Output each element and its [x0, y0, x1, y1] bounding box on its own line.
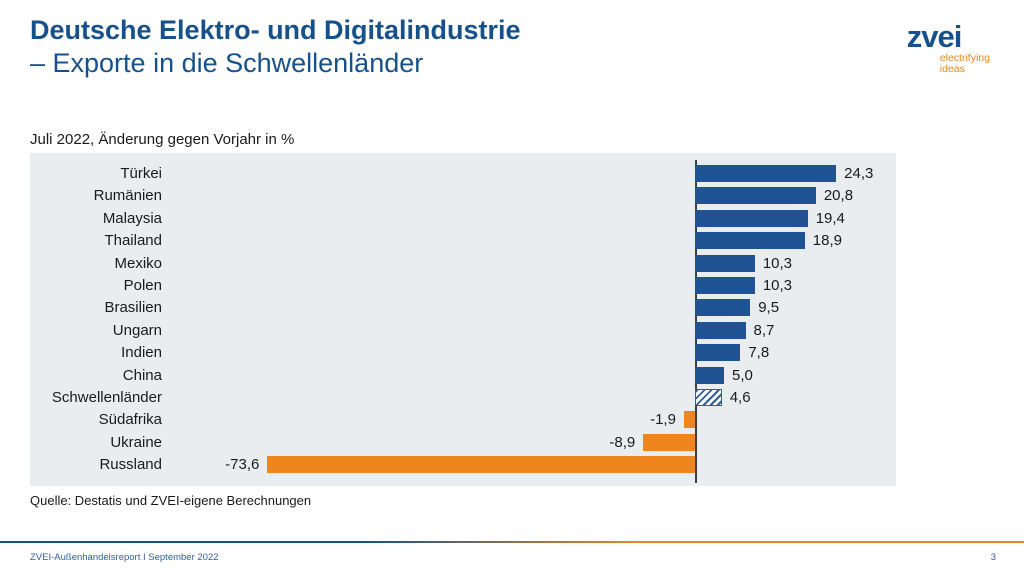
bar	[267, 456, 695, 474]
category-label: Rumänien	[93, 187, 162, 205]
chart-row: Südafrika -1,9	[30, 411, 896, 429]
bar-track: -1,9	[166, 411, 896, 429]
chart-row: China 5,0	[30, 366, 896, 384]
zvei-logo: zvei electrifying ideas	[906, 19, 990, 75]
value-label: 9,5	[758, 299, 780, 317]
bar	[683, 411, 695, 429]
title-line-2: – Exporte in die Schwellenländer	[30, 48, 424, 78]
bar-track: 9,5	[166, 299, 896, 317]
bar	[695, 209, 808, 227]
chart-row: Russland -73,6	[30, 456, 896, 474]
bar	[695, 389, 722, 406]
value-label: 8,7	[753, 321, 775, 339]
bar	[695, 187, 816, 205]
category-label: China	[122, 366, 162, 384]
category-label: Polen	[123, 277, 162, 294]
bar	[695, 299, 751, 317]
category-label: Ungarn	[112, 321, 162, 339]
footer-report-label: ZVEI-Außenhandelsreport I September 2022	[30, 552, 219, 563]
logo-tagline-line-1: electrifying	[939, 52, 990, 64]
chart-panel: Türkei 24,3 Rumänien 20,8 Malaysia 19,4 Thaila…	[30, 153, 896, 486]
chart-row: Schwellenländer 4,6	[30, 389, 896, 406]
zero-axis-line	[695, 160, 697, 483]
chart-subtitle: Juli 2022, Änderung gegen Vorjahr in %	[30, 131, 295, 148]
value-label: 7,8	[748, 344, 770, 362]
bar	[695, 344, 741, 362]
bar	[695, 165, 837, 182]
bar-track: 10,3	[166, 277, 896, 294]
value-label: 5,0	[732, 366, 753, 384]
bar-track: -8,9	[166, 433, 896, 451]
bar	[643, 433, 695, 451]
chart-row: Ungarn 8,7	[30, 321, 896, 339]
category-label: Brasilien	[104, 299, 162, 317]
category-label: Südafrika	[98, 411, 162, 429]
chart-row: Thailand 18,9	[30, 232, 896, 250]
category-label: Russland	[99, 456, 162, 474]
bar-track: 4,6	[166, 389, 896, 406]
value-label: 10,3	[762, 277, 793, 294]
chart-row: Brasilien 9,5	[30, 299, 896, 317]
chart-row: Indien 7,8	[30, 344, 896, 362]
zvei-wordmark: zvei	[906, 19, 963, 54]
bar	[695, 321, 746, 339]
value-label: 20,8	[823, 187, 854, 205]
value-label: -1,9	[650, 411, 676, 429]
logo-tagline-line-2: ideas	[939, 63, 965, 75]
category-label: Ukraine	[110, 433, 162, 451]
value-label: 4,6	[729, 389, 751, 406]
chart-row: Türkei 24,3	[30, 165, 896, 182]
footer-divider	[0, 541, 1024, 543]
bar-track: 10,3	[166, 254, 896, 272]
chart-row: Malaysia 19,4	[30, 209, 896, 227]
category-label: Mexiko	[114, 254, 162, 272]
bar-track: 8,7	[166, 321, 896, 339]
title-line-1: Deutsche Elektro- und Digitalindustrie	[30, 15, 521, 45]
category-label: Indien	[121, 344, 162, 362]
bar-track: 20,8	[166, 187, 896, 205]
source-note: Quelle: Destatis und ZVEI-eigene Berechn…	[30, 493, 312, 508]
value-label: -73,6	[225, 456, 260, 474]
bar	[695, 254, 755, 272]
category-label: Malaysia	[102, 209, 162, 227]
value-label: 24,3	[844, 165, 874, 182]
value-label: 19,4	[815, 209, 845, 227]
bar-track: 7,8	[166, 344, 896, 362]
category-label: Türkei	[120, 165, 162, 182]
bar-track: 5,0	[166, 366, 896, 384]
bar	[695, 277, 755, 294]
value-label: -8,9	[609, 433, 636, 451]
logo-tagline: electrifying ideas	[940, 53, 990, 75]
chart-row: Polen 10,3	[30, 277, 896, 294]
bar	[695, 232, 805, 250]
bar-track: 24,3	[166, 165, 896, 182]
category-label: Thailand	[104, 232, 162, 250]
value-label: 10,3	[762, 254, 793, 272]
page-title: Deutsche Elektro- und Digitalindustrie –…	[30, 14, 521, 80]
bar-track: 19,4	[166, 209, 896, 227]
bar	[695, 366, 725, 384]
bar-track: -73,6	[166, 456, 896, 474]
chart-row: Rumänien 20,8	[30, 187, 896, 205]
category-label: Schwellenländer	[51, 389, 162, 406]
value-label: 18,9	[812, 232, 842, 250]
bar-track: 18,9	[166, 232, 896, 250]
chart-row: Mexiko 10,3	[30, 254, 896, 272]
page-number: 3	[990, 552, 996, 563]
chart-row: Ukraine -8,9	[30, 433, 896, 451]
